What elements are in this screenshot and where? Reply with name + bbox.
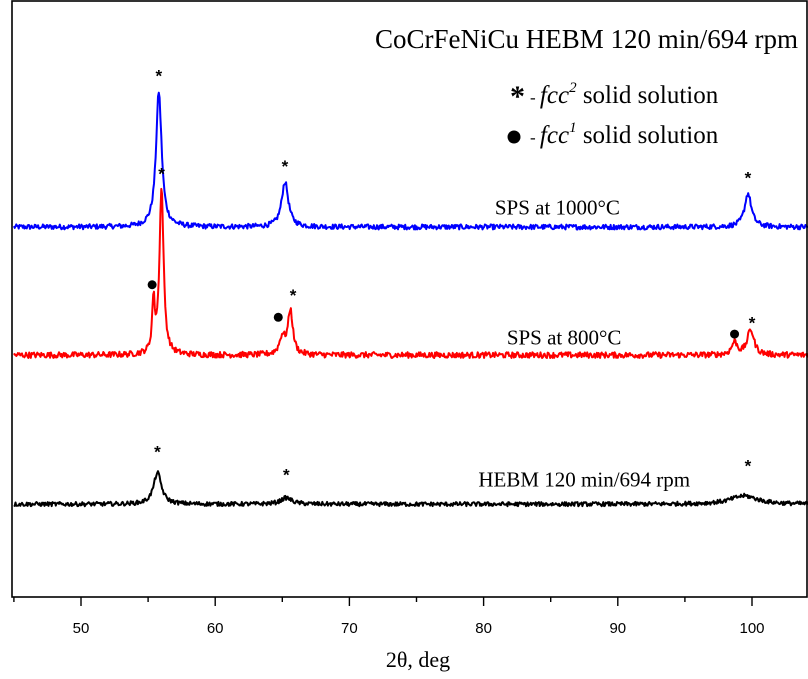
x-tick-label-100: 100 xyxy=(739,620,764,637)
peak-marker-star-1: * xyxy=(282,157,289,176)
legend-symbol-star: * xyxy=(510,80,525,113)
legend-phase-sup: 1 xyxy=(569,120,577,136)
peak-marker-star-0: * xyxy=(156,67,163,86)
series-label-2: HEBM 120 min/694 rpm xyxy=(478,467,690,491)
chart-title: CoCrFeNiCu HEBM 120 min/694 rpm xyxy=(375,24,798,54)
legend-phase-base: fcc xyxy=(540,122,569,149)
annotation-layer: * * * * * * * * * xyxy=(147,67,756,485)
plot-frame xyxy=(11,0,808,598)
x-tick-label-60: 60 xyxy=(207,620,224,637)
x-axis-label: 2θ, deg xyxy=(386,647,450,672)
series-line-1 xyxy=(13,187,808,359)
peak-marker-dot-4 xyxy=(147,280,157,290)
legend-symbol-dot xyxy=(507,130,521,144)
peak-marker-star-11: * xyxy=(745,456,752,475)
axes-layer: 50 60 70 80 90 100 xyxy=(11,0,808,637)
series-label-1: SPS at 800°C xyxy=(507,326,622,350)
peak-marker-star-3: * xyxy=(158,164,165,183)
legend-phase-sup: 2 xyxy=(569,80,577,96)
series-layer: SPS at 1000°C SPS at 800°C HEBM 120 min/69… xyxy=(12,91,808,508)
series-line-0 xyxy=(12,91,808,231)
x-tick-label-50: 50 xyxy=(73,620,90,637)
peak-marker-dot-6 xyxy=(273,312,283,322)
x-tick-label-80: 80 xyxy=(475,620,492,637)
series-label-0: SPS at 1000°C xyxy=(495,195,620,219)
legend-prefix: - xyxy=(530,88,540,107)
legend-item-fcc1: - fcc1 solid solution xyxy=(507,120,719,149)
legend-phase-base: fcc xyxy=(540,82,569,109)
peak-marker-star-9: * xyxy=(154,443,161,462)
peak-marker-star-8: * xyxy=(749,313,756,332)
series-line-2 xyxy=(13,470,808,508)
peak-marker-dot-7 xyxy=(730,329,740,339)
x-tick-label-70: 70 xyxy=(341,620,358,637)
legend-text-fcc1: - fcc1 solid solution xyxy=(530,120,719,149)
peak-marker-star-10: * xyxy=(283,466,290,485)
legend-prefix: - xyxy=(530,128,540,147)
peak-marker-star-2: * xyxy=(745,169,752,188)
legend: * - fcc2 solid solution - fcc1 solid sol… xyxy=(507,80,719,149)
peak-marker-star-5: * xyxy=(290,286,297,305)
x-tick-label-90: 90 xyxy=(609,620,626,637)
legend-suffix: solid solution xyxy=(577,82,719,109)
legend-text-fcc2: - fcc2 solid solution xyxy=(530,80,719,109)
legend-suffix: solid solution xyxy=(577,122,719,149)
legend-item-fcc2: * - fcc2 solid solution xyxy=(510,80,719,113)
